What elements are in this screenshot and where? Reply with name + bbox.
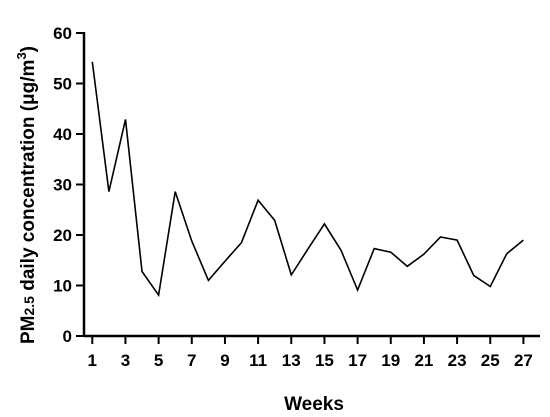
y-label-suffix: ) <box>18 46 39 52</box>
x-tick-label: 5 <box>154 351 163 370</box>
y-label-main: daily concentration (μg/m <box>18 60 39 297</box>
x-tick-label: 9 <box>220 351 229 370</box>
x-tick-label: 15 <box>315 351 334 370</box>
x-tick-label: 19 <box>381 351 400 370</box>
x-tick-label: 11 <box>249 351 267 370</box>
y-tick-label: 0 <box>63 327 72 346</box>
axes <box>82 32 540 338</box>
y-tick-label: 50 <box>53 75 72 94</box>
plot-area <box>91 61 524 298</box>
x-tick-label: 25 <box>481 351 500 370</box>
y-tick-label: 40 <box>53 125 72 144</box>
y-tick-label: 10 <box>53 277 72 296</box>
x-tick-label: 23 <box>448 351 467 370</box>
x-tick-label: 13 <box>282 351 301 370</box>
y-label-subscript: 2.5 <box>21 296 37 316</box>
series-line <box>91 61 524 298</box>
x-tick-label: 7 <box>187 351 196 370</box>
y-tick-label: 60 <box>53 24 72 43</box>
x-tick-label: 21 <box>414 351 433 370</box>
x-tick-label: 17 <box>348 351 367 370</box>
x-tick-label: 3 <box>121 351 130 370</box>
y-axis-title: PM2.5 daily concentration (μg/m3) <box>14 46 39 344</box>
y-label-superscript: 3 <box>14 52 29 59</box>
y-tick-label: 30 <box>53 176 72 195</box>
x-tick-label: 1 <box>88 351 97 370</box>
y-axis-title-text: PM2.5 daily concentration (μg/m3) <box>14 46 39 344</box>
x-axis-title: Weeks <box>284 394 344 415</box>
x-tick-label: 27 <box>514 351 533 370</box>
y-label-prefix: PM <box>18 316 39 345</box>
y-tick-label: 20 <box>53 226 72 245</box>
